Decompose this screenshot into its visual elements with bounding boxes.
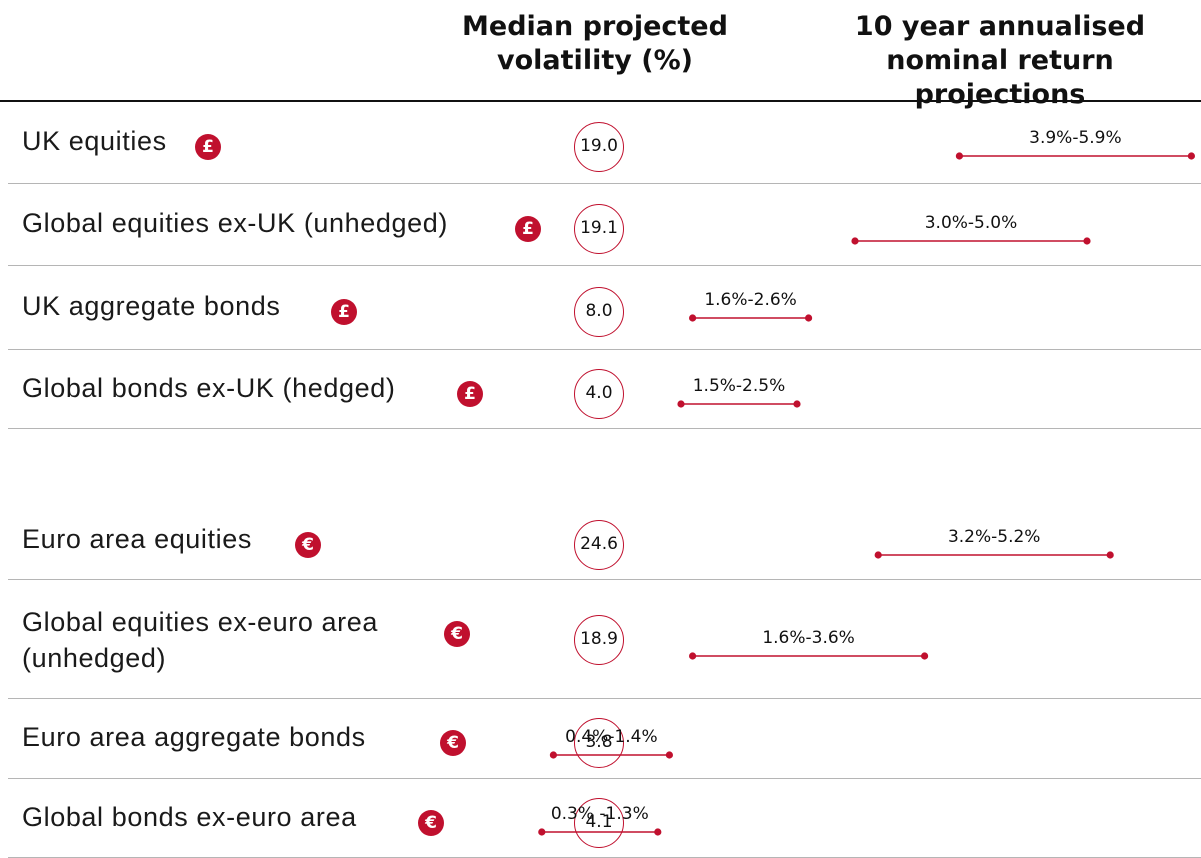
range-low-dot bbox=[874, 551, 882, 559]
range-high-dot bbox=[921, 652, 929, 660]
asset-label: UK equities bbox=[22, 123, 167, 159]
return-range-label: 0.3% -1.3% bbox=[551, 804, 649, 824]
volatility-value: 4.1 bbox=[574, 797, 624, 848]
asset-label-text: Euro area aggregate bonds bbox=[22, 722, 366, 752]
range-high-dot bbox=[805, 314, 813, 322]
asset-label: Global bonds ex-euro area bbox=[22, 799, 357, 835]
asset-label-text: Euro area equities bbox=[22, 523, 252, 554]
volatility-value: 4.0 bbox=[574, 368, 624, 419]
euro-currency-icon: € bbox=[418, 809, 444, 836]
pound-currency-icon: £ bbox=[331, 299, 357, 325]
asset-label-text-line2: (unhedged) bbox=[22, 642, 167, 673]
range-low-dot bbox=[851, 237, 859, 245]
volatility-value: 19.0 bbox=[574, 122, 624, 172]
row-divider bbox=[8, 349, 1201, 350]
asset-label-text: Global equities ex-euro area bbox=[22, 606, 379, 637]
euro-currency-icon: € bbox=[440, 730, 466, 756]
volatility-value: 8.0 bbox=[574, 287, 624, 337]
asset-label: Euro area aggregate bonds bbox=[22, 719, 366, 755]
volatility-value: 18.9 bbox=[574, 614, 624, 665]
returns-column-header: 10 year annualised nominal return projec… bbox=[800, 10, 1200, 112]
volatility-header-line2: volatility (%) bbox=[497, 45, 693, 76]
row-divider bbox=[8, 579, 1201, 580]
pound-currency-icon: £ bbox=[457, 380, 483, 407]
asset-label: Global bonds ex-UK (hedged) bbox=[22, 370, 395, 406]
return-range-label: 3.9%-5.9% bbox=[1029, 128, 1122, 148]
asset-label-text: UK equities bbox=[22, 126, 167, 156]
volatility-value: 19.1 bbox=[574, 204, 624, 254]
return-range-label: 1.6%-2.6% bbox=[704, 290, 797, 310]
range-low-dot bbox=[677, 400, 685, 408]
asset-label: Euro area equities bbox=[22, 521, 252, 557]
asset-label: Global equities ex-UK (unhedged) bbox=[22, 205, 448, 241]
returns-header-line2: nominal return projections bbox=[886, 45, 1114, 110]
asset-label: UK aggregate bonds bbox=[22, 288, 280, 324]
asset-label: Global equities ex-euro area (unhedged) bbox=[22, 604, 378, 676]
range-low-dot bbox=[955, 152, 964, 160]
range-high-dot bbox=[1083, 237, 1091, 245]
range-low-dot bbox=[549, 751, 558, 759]
euro-currency-icon: € bbox=[444, 620, 470, 647]
volatility-value: 24.6 bbox=[574, 519, 624, 570]
range-high-dot bbox=[793, 400, 801, 408]
range-low-dot bbox=[538, 828, 546, 836]
row-divider bbox=[8, 698, 1201, 699]
asset-label-text: Global equities ex-UK (unhedged) bbox=[22, 208, 448, 238]
volatility-header-line1: Median projected bbox=[462, 11, 728, 42]
asset-label-text: Global bonds ex-UK (hedged) bbox=[22, 372, 396, 403]
return-range-label: 3.0%-5.0% bbox=[925, 213, 1018, 233]
return-range-label: 1.5%-2.5% bbox=[693, 376, 786, 396]
range-high-dot bbox=[1106, 551, 1114, 559]
euro-currency-icon: € bbox=[295, 531, 321, 558]
pound-currency-icon: £ bbox=[515, 216, 541, 242]
row-divider bbox=[8, 778, 1201, 779]
row-divider bbox=[8, 428, 1201, 429]
header-rule bbox=[0, 100, 1201, 102]
returns-header-line1: 10 year annualised bbox=[854, 11, 1146, 42]
asset-label-text: UK aggregate bonds bbox=[22, 291, 281, 321]
range-high-dot bbox=[654, 828, 662, 836]
asset-label-text: Global bonds ex-euro area bbox=[22, 801, 357, 832]
pound-currency-icon: £ bbox=[195, 134, 221, 160]
row-divider bbox=[8, 183, 1201, 184]
return-range-label: 1.6%-3.6% bbox=[762, 628, 855, 648]
range-high-dot bbox=[1187, 152, 1195, 160]
row-divider bbox=[8, 265, 1201, 266]
range-low-dot bbox=[689, 652, 697, 660]
return-range-label: 0.4%-1.4% bbox=[565, 727, 658, 747]
range-high-dot bbox=[665, 751, 674, 759]
range-low-dot bbox=[689, 314, 697, 322]
volatility-column-header: Median projected volatility (%) bbox=[440, 10, 750, 78]
volatility-value: 3.8 bbox=[574, 718, 624, 768]
return-range-label: 3.2%-5.2% bbox=[948, 527, 1041, 547]
